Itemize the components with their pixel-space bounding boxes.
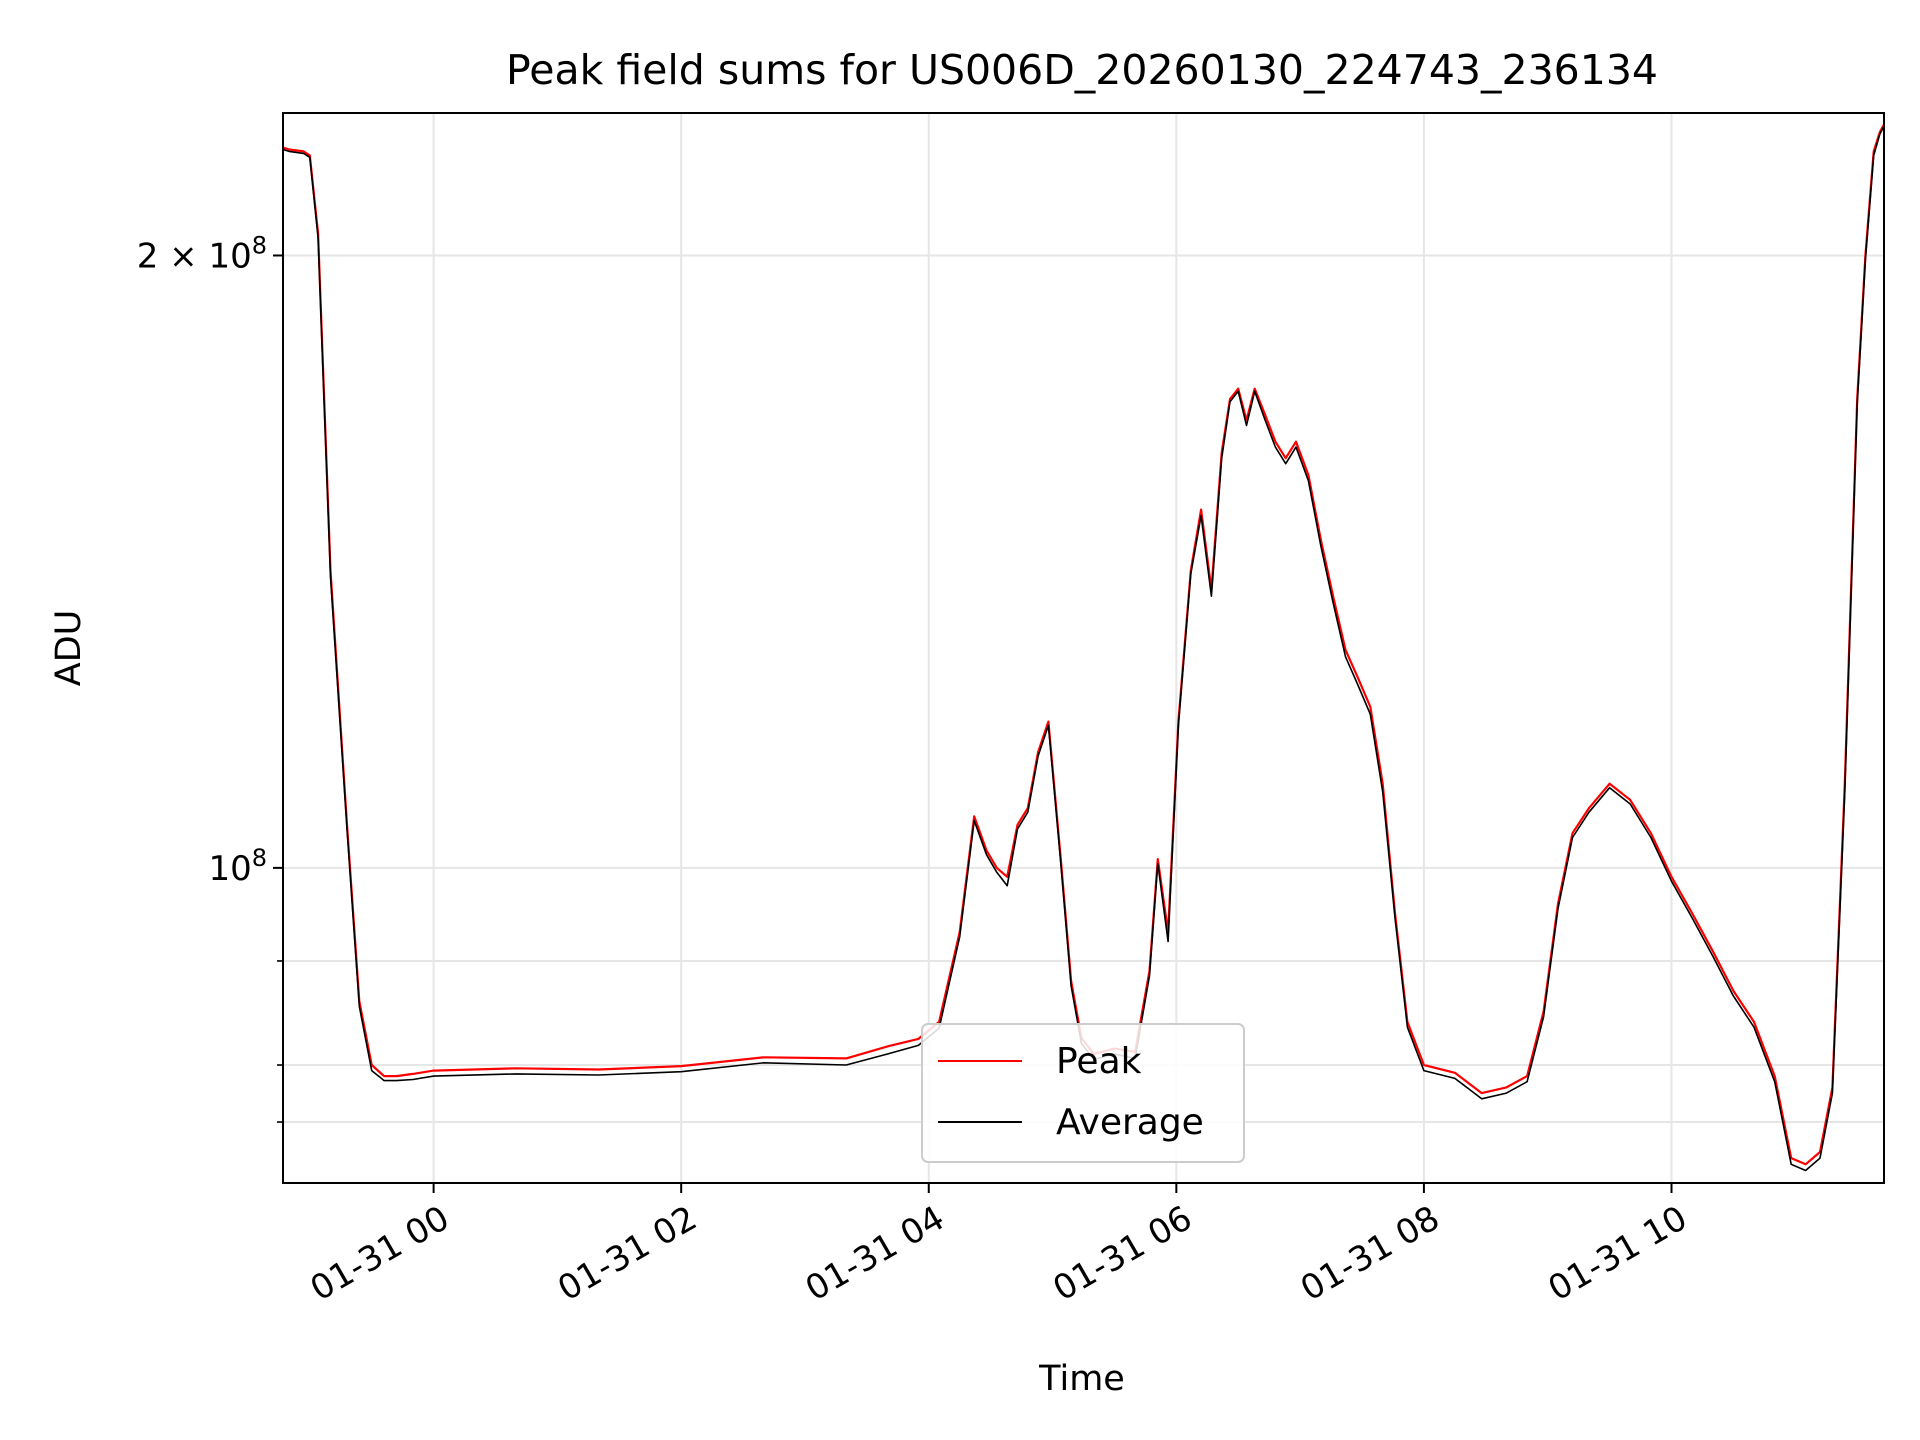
y-axis: 108 2 × 108 [137,231,283,1123]
series-line-peak [283,123,1884,1166]
legend-label-peak: Peak [1056,1041,1142,1082]
x-axis-label: Time [1038,1359,1125,1399]
y-axis-label: ADU [49,610,89,687]
y-tick-label: 2 × 108 [137,231,267,276]
legend-box [921,1023,1245,1163]
plot-frame [282,112,1885,1184]
series-layer [283,123,1884,1172]
legend: Peak Average [921,1023,1245,1163]
grid [283,113,1884,1183]
legend-label-average: Average [1056,1102,1204,1143]
series-line-average [283,125,1884,1172]
y-tick-label: 108 [208,844,267,889]
chart-title: Peak field sums for US006D_20260130_2247… [506,46,1658,94]
